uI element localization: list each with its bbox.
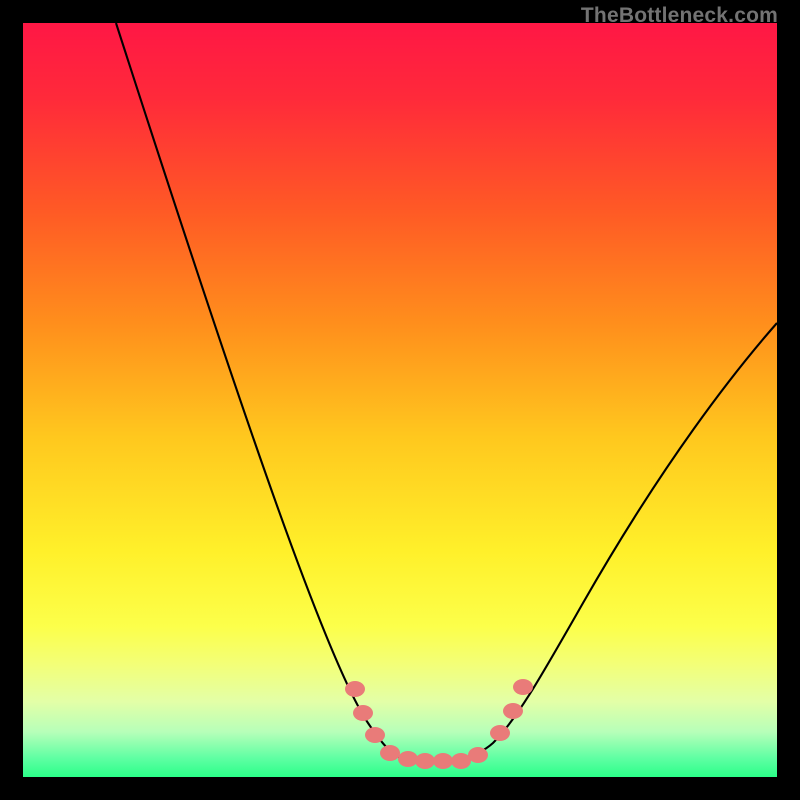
curve-marker	[398, 751, 418, 767]
curve-marker	[433, 753, 453, 769]
curve-marker	[503, 703, 523, 719]
curve-marker	[490, 725, 510, 741]
curve-marker	[451, 753, 471, 769]
chart-frame: TheBottleneck.com	[0, 0, 800, 800]
curve-marker	[415, 753, 435, 769]
curve-marker	[468, 747, 488, 763]
curve-marker	[365, 727, 385, 743]
curve-marker	[380, 745, 400, 761]
bottleneck-curve-chart	[0, 0, 800, 800]
curve-marker	[345, 681, 365, 697]
curve-marker	[353, 705, 373, 721]
watermark-text: TheBottleneck.com	[581, 4, 778, 28]
curve-marker	[513, 679, 533, 695]
plot-gradient	[23, 23, 777, 777]
